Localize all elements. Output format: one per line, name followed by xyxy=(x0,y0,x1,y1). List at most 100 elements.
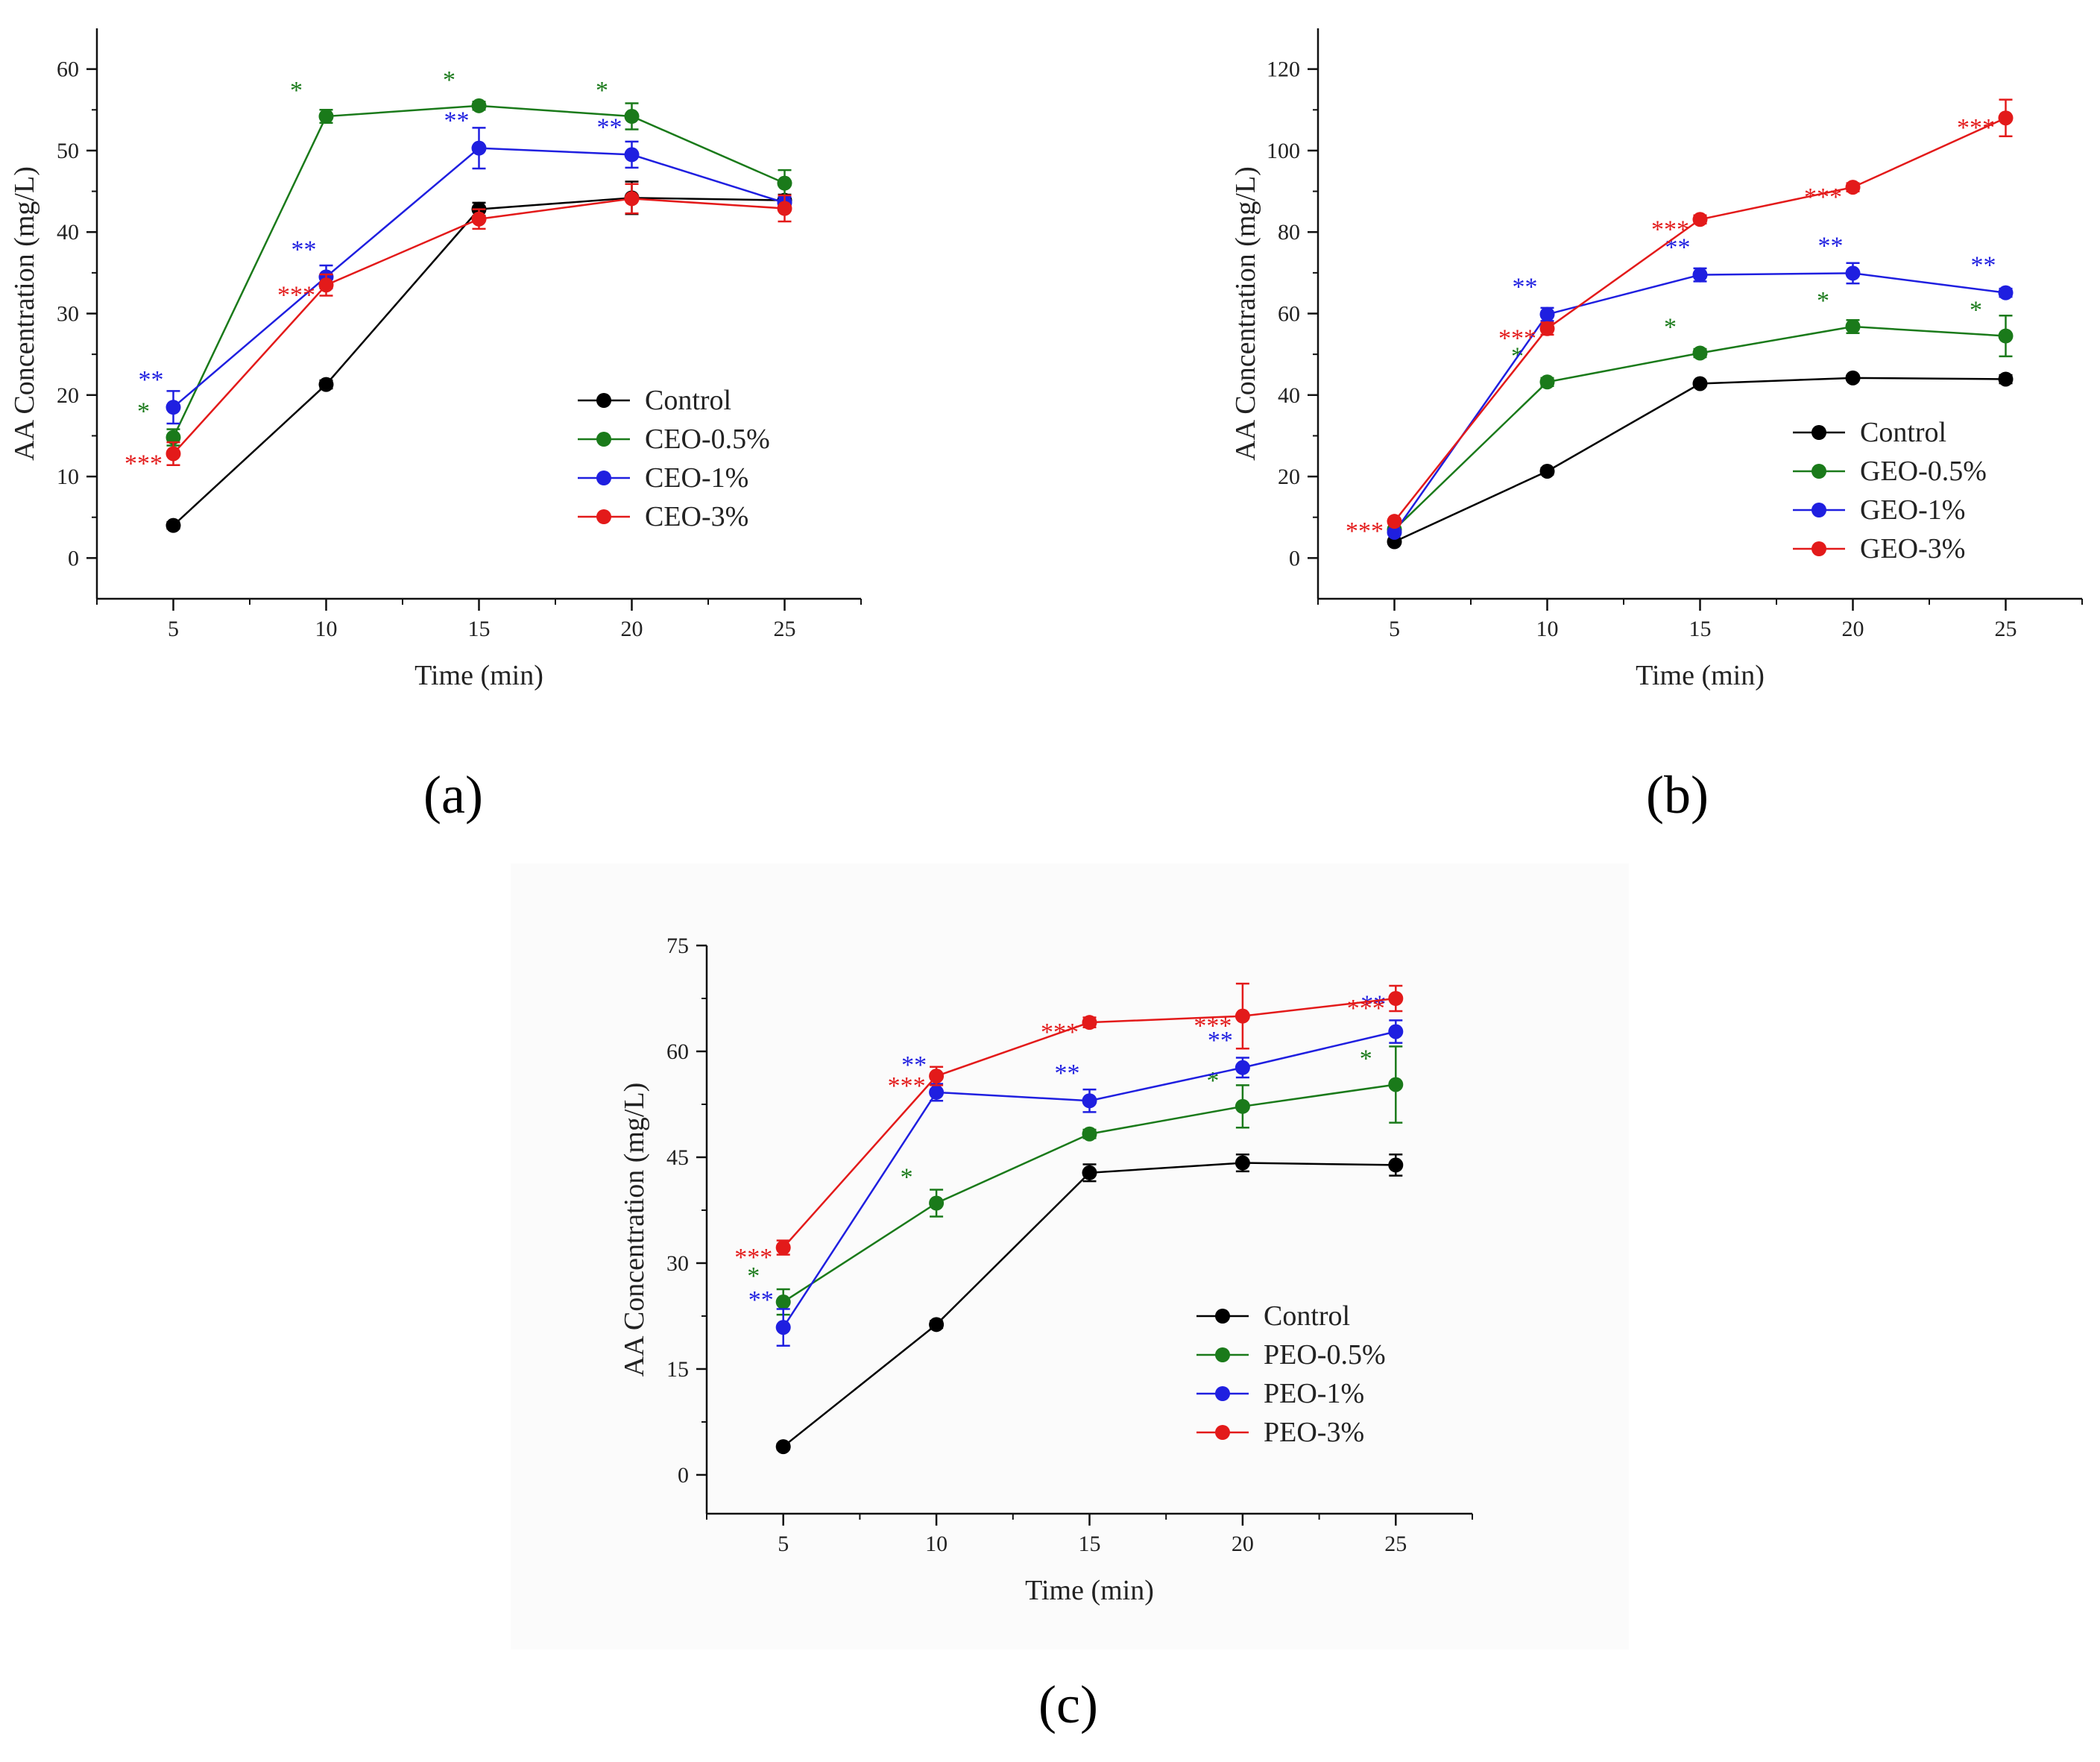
legend-label: PEO-0.5% xyxy=(1264,1339,1386,1371)
significance-marker: *** xyxy=(1651,215,1689,243)
significance-marker: * xyxy=(1360,1045,1372,1072)
data-point xyxy=(929,1069,945,1084)
legend-swatch-marker xyxy=(1215,1309,1230,1324)
y-tick-label: 60 xyxy=(1278,302,1300,327)
data-point xyxy=(1387,524,1402,540)
x-tick-label: 10 xyxy=(1536,617,1559,641)
data-point xyxy=(165,446,181,462)
data-point xyxy=(1235,1098,1250,1114)
x-tick-label: 25 xyxy=(1384,1532,1407,1556)
x-axis-title: Time (min) xyxy=(414,660,543,691)
legend-label: Control xyxy=(1264,1300,1350,1332)
panel-label: (a) xyxy=(423,765,483,825)
significance-marker: ** xyxy=(444,107,470,135)
significance-marker: ** xyxy=(597,113,622,141)
legend-swatch-marker xyxy=(1812,464,1826,479)
significance-marker: * xyxy=(443,66,455,94)
significance-marker: * xyxy=(1206,1067,1219,1095)
y-tick-label: 45 xyxy=(666,1145,689,1170)
panel-b: 0 20 40 60 80 100 120 5 10 15 20 25 Time (min) AA Con… xyxy=(1230,28,2083,825)
panel-c-background xyxy=(511,863,1629,1649)
legend-label: PEO-3% xyxy=(1264,1417,1364,1448)
data-point xyxy=(929,1084,945,1100)
legend-label: GEO-3% xyxy=(1860,533,1965,564)
data-point xyxy=(775,1240,791,1256)
data-point xyxy=(624,191,640,207)
data-point xyxy=(1388,990,1404,1006)
x-tick-label: 25 xyxy=(774,617,796,641)
data-point xyxy=(1388,1077,1404,1092)
legend-swatch-marker xyxy=(596,509,611,524)
x-tick-label: 20 xyxy=(1842,617,1864,641)
significance-marker: ** xyxy=(748,1286,774,1314)
significance-marker: *** xyxy=(1346,517,1384,545)
x-tick-label: 15 xyxy=(1689,617,1712,641)
legend-label: Control xyxy=(1860,417,1946,448)
data-point xyxy=(318,109,334,125)
significance-marker: *** xyxy=(1347,995,1385,1022)
y-tick-label: 0 xyxy=(1289,546,1300,570)
data-point xyxy=(775,1294,791,1310)
data-point xyxy=(929,1317,945,1332)
data-point xyxy=(1998,328,2014,344)
legend-swatch-marker xyxy=(1812,503,1826,517)
y-tick-label: 75 xyxy=(666,934,689,958)
x-axis-title: Time (min) xyxy=(1025,1575,1154,1606)
y-axis-title: AA Concentration (mg/L) xyxy=(619,1083,650,1377)
x-tick-label: 15 xyxy=(1079,1532,1101,1556)
significance-marker: ** xyxy=(1818,232,1844,259)
x-tick-label: 10 xyxy=(925,1532,947,1556)
significance-marker: ** xyxy=(291,236,317,263)
panel-label: (b) xyxy=(1646,765,1709,825)
data-point xyxy=(1692,212,1708,227)
significance-marker: *** xyxy=(1957,114,1995,142)
legend-label: GEO-0.5% xyxy=(1860,456,1987,487)
legend-swatch-marker xyxy=(596,432,611,447)
y-tick-label: 80 xyxy=(1278,220,1300,245)
legend-swatch-marker xyxy=(596,393,611,408)
data-point xyxy=(777,201,792,216)
data-point xyxy=(775,1320,791,1335)
data-point xyxy=(1539,321,1555,336)
data-point xyxy=(1845,370,1861,386)
significance-marker: ** xyxy=(901,1051,927,1079)
significance-marker: * xyxy=(596,77,608,104)
data-point xyxy=(471,211,487,227)
data-point xyxy=(1539,374,1555,390)
significance-marker: ** xyxy=(139,366,164,394)
y-tick-label: 20 xyxy=(1278,465,1300,489)
x-tick-label: 15 xyxy=(468,617,491,641)
data-point xyxy=(1998,371,2014,387)
data-point xyxy=(318,377,334,392)
legend-swatch-marker xyxy=(1215,1347,1230,1362)
data-point xyxy=(1235,1008,1250,1024)
x-tick-label: 25 xyxy=(1995,617,2017,641)
x-tick-label: 20 xyxy=(1232,1532,1254,1556)
data-point xyxy=(165,430,181,445)
significance-marker: ** xyxy=(1513,274,1538,301)
legend-swatch-marker xyxy=(1812,425,1826,440)
significance-marker: ** xyxy=(1208,1027,1233,1054)
legend-label: PEO-1% xyxy=(1264,1378,1364,1409)
legend-swatch-marker xyxy=(596,471,611,485)
significance-marker: ** xyxy=(1665,234,1691,262)
significance-marker: *** xyxy=(1498,325,1536,353)
y-axis-title: AA Concentration (mg/L) xyxy=(1230,166,1261,461)
y-axis-title: AA Concentration (mg/L) xyxy=(9,166,40,461)
x-tick-label: 5 xyxy=(778,1532,789,1556)
data-point xyxy=(1235,1060,1250,1075)
y-tick-label: 30 xyxy=(57,302,79,327)
significance-marker: *** xyxy=(277,281,315,309)
data-point xyxy=(1388,1024,1404,1039)
data-point xyxy=(1235,1155,1250,1171)
legend-label: CEO-1% xyxy=(645,462,748,494)
data-point xyxy=(1692,267,1708,283)
significance-marker: *** xyxy=(124,450,163,477)
y-tick-label: 10 xyxy=(57,465,79,489)
data-point xyxy=(471,140,487,156)
y-tick-label: 40 xyxy=(57,220,79,245)
data-point xyxy=(471,98,487,113)
significance-marker: * xyxy=(901,1164,913,1192)
significance-marker: * xyxy=(1817,287,1829,315)
